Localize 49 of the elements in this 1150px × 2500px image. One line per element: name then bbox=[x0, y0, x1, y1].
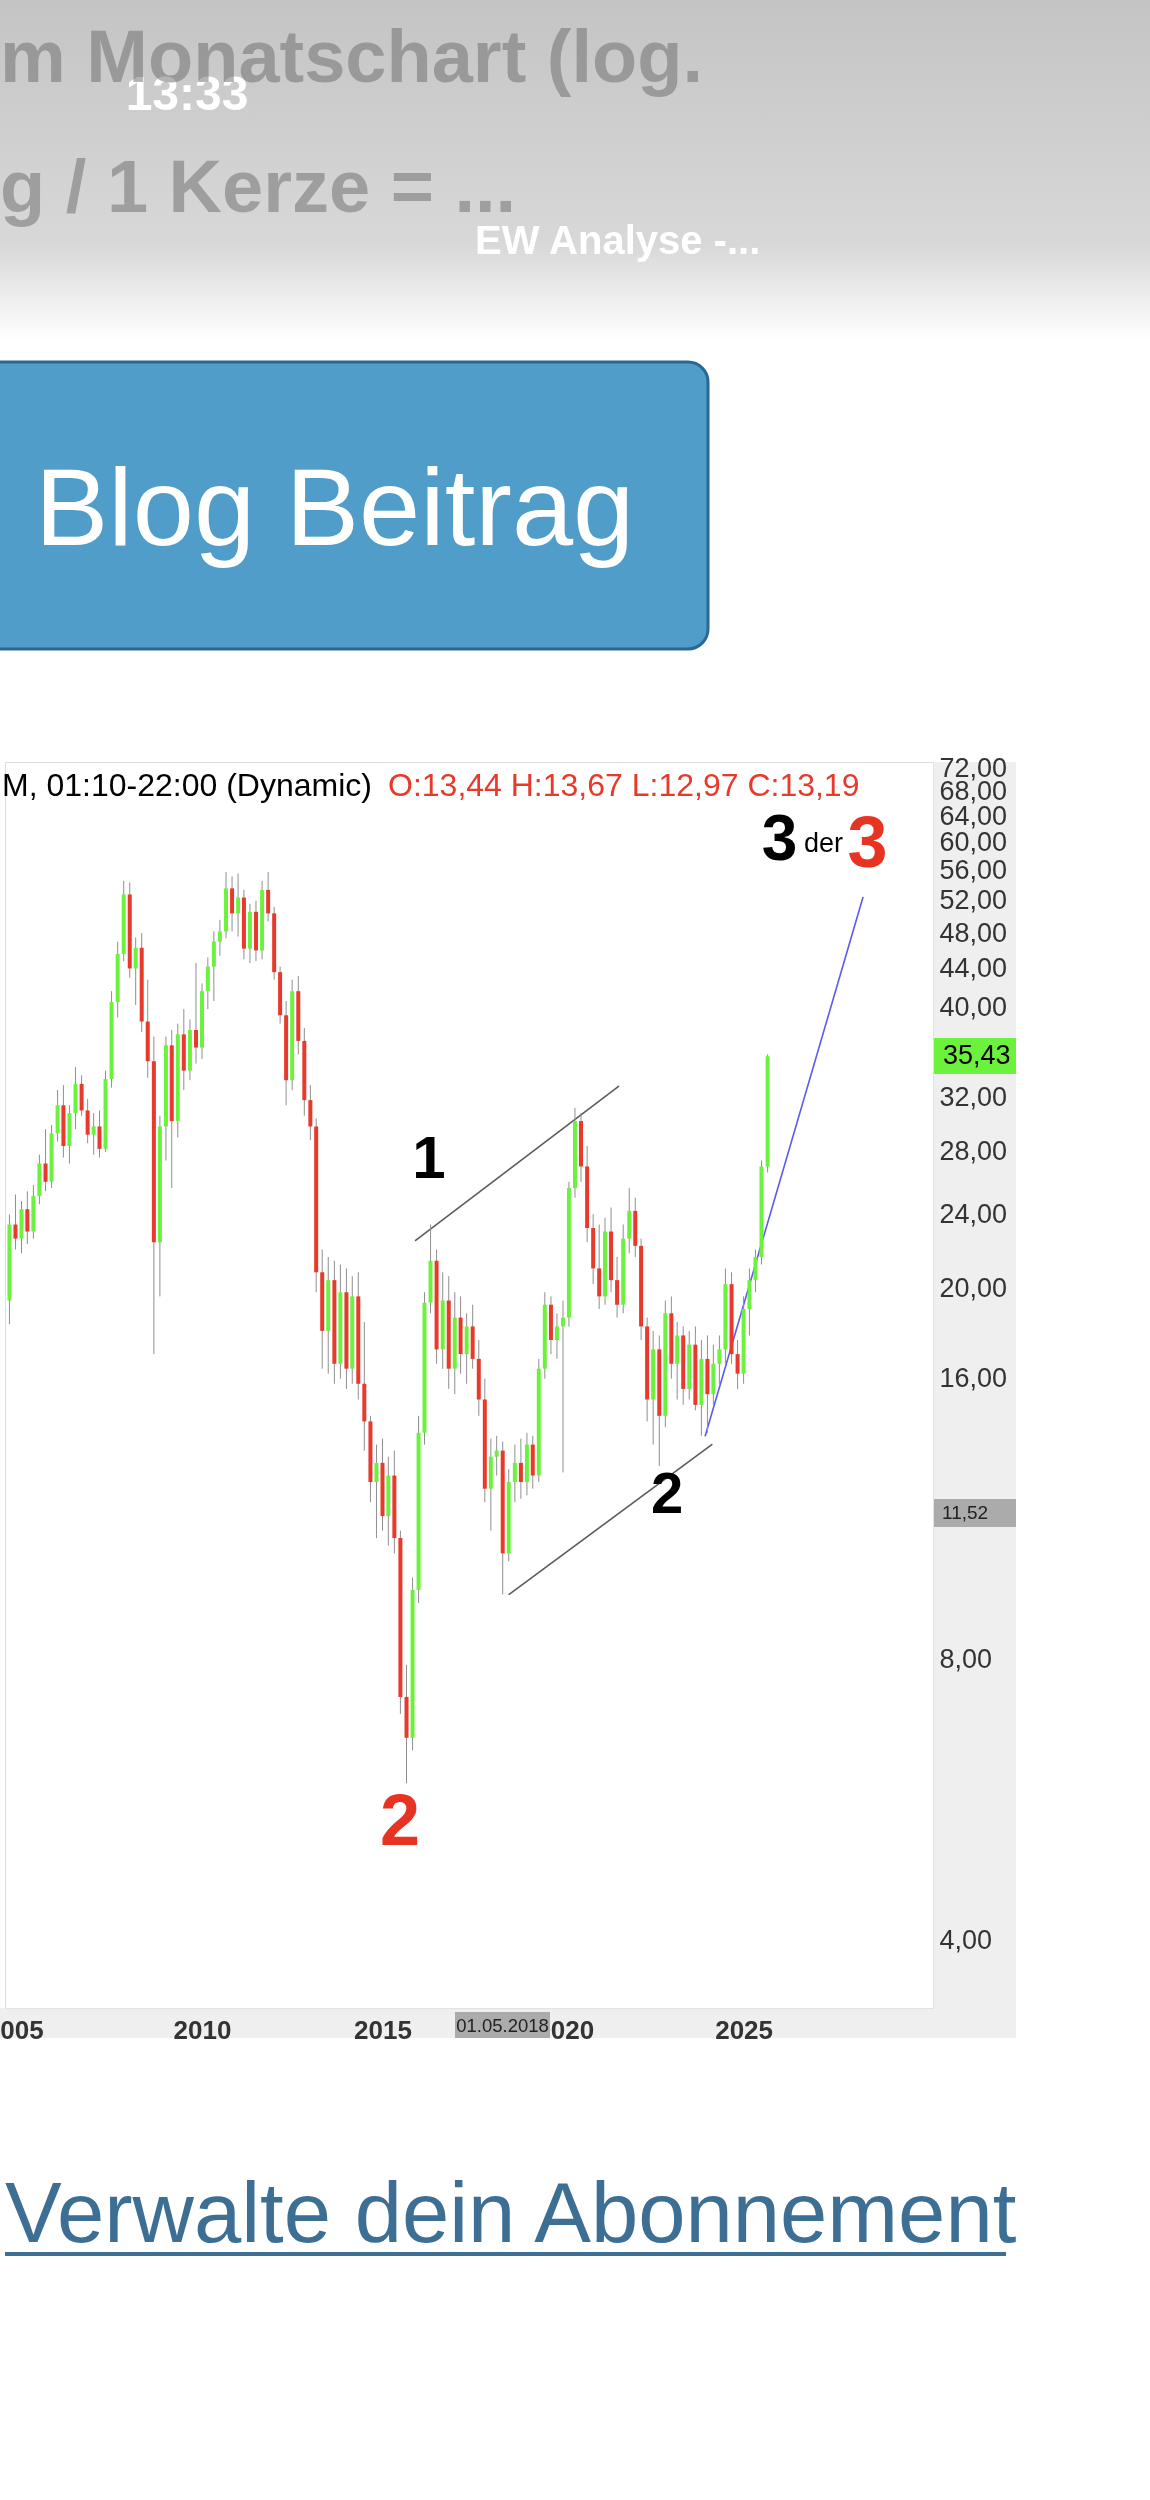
text: 01.05.2018 bbox=[456, 2015, 549, 2036]
y-tick-label: 52,00 bbox=[939, 885, 1008, 916]
annotation: 2 bbox=[379, 1780, 421, 1860]
candlestick bbox=[97, 1109, 102, 1159]
candlestick bbox=[561, 1300, 566, 1473]
y-tick-label: 28,00 bbox=[939, 1136, 1008, 1167]
candlestick bbox=[133, 936, 138, 1006]
candlestick bbox=[554, 1312, 559, 1360]
text: 35,43 bbox=[943, 1040, 1011, 1070]
x-tick-label: 2015 bbox=[354, 2014, 412, 2045]
y-tick-label: 40,00 bbox=[939, 991, 1008, 1022]
candlestick bbox=[217, 919, 222, 957]
x-tick-label: 020 bbox=[550, 2014, 595, 2045]
candlestick bbox=[494, 1435, 499, 1477]
annotation: 2 bbox=[650, 1460, 684, 1525]
annotation: 1 bbox=[412, 1124, 446, 1191]
chart-subtitle: O:13,44 H:13,67 L:12,97 C:13,19 bbox=[388, 767, 860, 803]
y-tick-label: 32,00 bbox=[939, 1082, 1008, 1113]
candlestick bbox=[374, 1444, 379, 1539]
x-tick-label: 005 bbox=[0, 2014, 44, 2045]
candlestick bbox=[25, 1190, 30, 1245]
y-tick-label: 16,00 bbox=[939, 1363, 1008, 1394]
text: 11,52 bbox=[942, 1502, 989, 1523]
candlestick bbox=[266, 871, 271, 922]
candlestick bbox=[512, 1444, 517, 1503]
text: Blog Beitrag bbox=[35, 445, 635, 568]
y-tick-label: 44,00 bbox=[939, 952, 1008, 983]
y-tick-label: 24,00 bbox=[939, 1198, 1008, 1229]
y-tick-label: 4,00 bbox=[939, 1925, 993, 1956]
y-tick-label: 56,00 bbox=[939, 855, 1008, 886]
y-tick-label: 48,00 bbox=[939, 917, 1008, 948]
annotation: 3 bbox=[847, 802, 888, 882]
y-tick-label: 20,00 bbox=[939, 1272, 1008, 1303]
candlestick bbox=[91, 1112, 96, 1156]
text: Verwalte dein Abonnement bbox=[5, 2165, 1017, 2260]
candlestick bbox=[43, 1128, 48, 1192]
chart-title: M, 01:10-22:00 (Dynamic) bbox=[2, 767, 372, 803]
x-tick-label: 2025 bbox=[715, 2014, 774, 2045]
candlestick bbox=[753, 1249, 758, 1293]
y-tick-label: 8,00 bbox=[939, 1644, 993, 1675]
candlestick bbox=[518, 1438, 523, 1500]
candlestick bbox=[735, 1339, 740, 1390]
candlestick bbox=[13, 1193, 18, 1251]
x-tick-label: 2010 bbox=[173, 2014, 232, 2045]
candlestick bbox=[236, 873, 241, 938]
annotation: 3 bbox=[761, 802, 798, 874]
annotation: der bbox=[803, 828, 844, 858]
candlestick bbox=[717, 1334, 722, 1385]
candlestick bbox=[193, 962, 198, 1065]
